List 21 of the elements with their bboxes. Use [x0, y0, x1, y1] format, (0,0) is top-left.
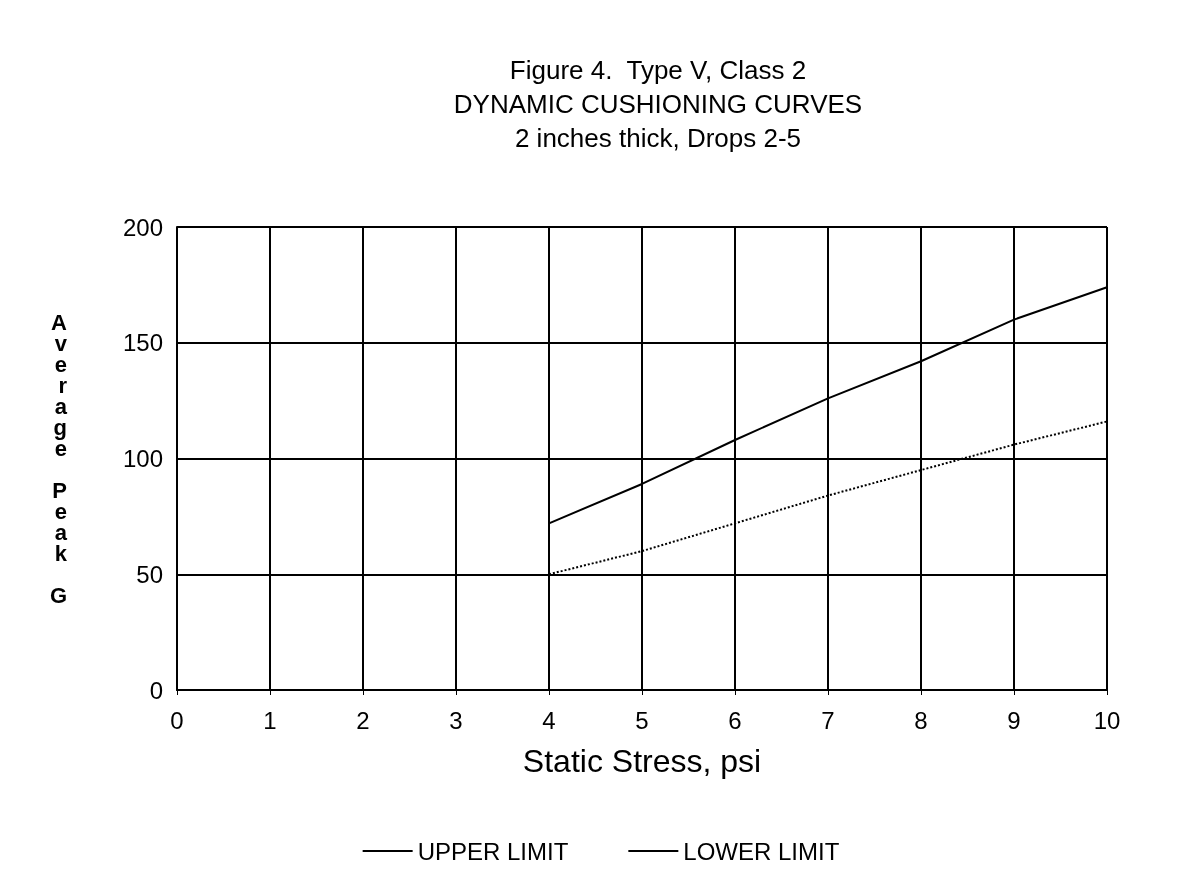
x-tick-label: 6: [728, 706, 742, 734]
x-tick-label: 10: [1093, 706, 1121, 734]
y-tick-label: 200: [122, 213, 163, 241]
y-tick-label: 0: [149, 676, 163, 704]
y-tick-label: 100: [122, 445, 163, 472]
legend-label: UPPER LIMIT: [417, 837, 569, 865]
x-tick-label: 8: [914, 706, 928, 734]
x-tick-label: 0: [170, 706, 184, 734]
x-axis-title: Static Stress, psi: [522, 743, 762, 779]
chart-title: Figure 4. Type V, Class 2 DYNAMIC CUSHIONING CURVES 2 inches thick, Drops 2-5: [453, 55, 863, 153]
x-tick-label: 1: [263, 706, 277, 734]
y-tick-label: 150: [122, 329, 163, 357]
x-tick-label: 7: [821, 706, 835, 734]
y-tick-label: 50: [136, 560, 163, 588]
legend-label: LOWER LIMIT: [683, 837, 840, 865]
x-tick-label: 3: [449, 706, 463, 734]
x-tick-label: 5: [635, 706, 649, 734]
x-tick-label: 4: [542, 706, 556, 734]
text: Average Peak G: [49, 309, 67, 608]
x-tick-label: 9: [1007, 706, 1021, 734]
x-tick-label: 2: [356, 706, 370, 734]
